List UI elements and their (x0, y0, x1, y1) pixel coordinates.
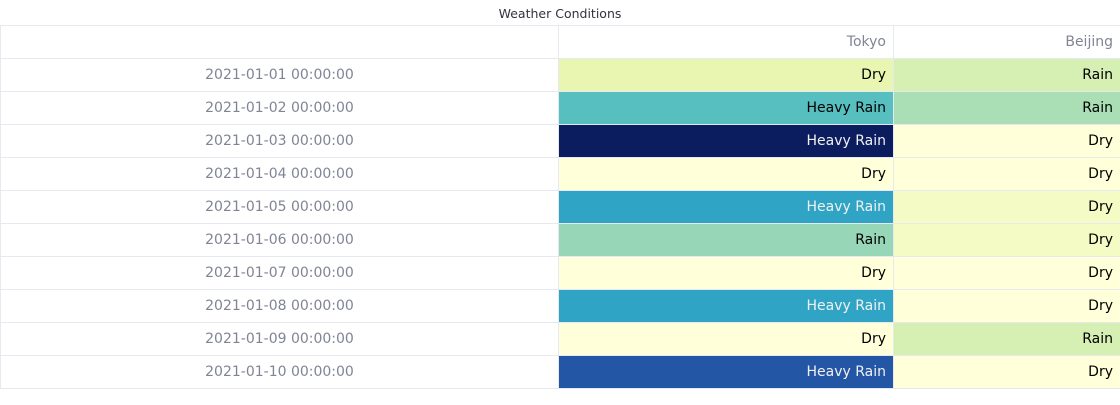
condition-cell-tokyo: Heavy Rain (558, 355, 894, 389)
condition-cell-beijing: Dry (893, 190, 1120, 224)
condition-cell-beijing: Rain (893, 58, 1120, 92)
table-body: 2021-01-01 00:00:00 Dry Rain 2021-01-02 00:… (0, 58, 1120, 389)
row-index-cell: 2021-01-05 00:00:00 (0, 190, 559, 224)
condition-cell-tokyo: Dry (558, 322, 894, 356)
condition-cell-beijing: Rain (893, 322, 1120, 356)
condition-cell-beijing: Dry (893, 124, 1120, 158)
row-index-cell: 2021-01-07 00:00:00 (0, 256, 559, 290)
table-row: 2021-01-03 00:00:00 Heavy Rain Dry (0, 124, 1120, 158)
row-index-cell: 2021-01-10 00:00:00 (0, 355, 559, 389)
condition-cell-beijing: Dry (893, 355, 1120, 389)
condition-cell-tokyo: Dry (558, 58, 894, 92)
table-row: 2021-01-08 00:00:00 Heavy Rain Dry (0, 289, 1120, 323)
weather-table: Tokyo Beijing 2021-01-01 00:00:00 Dry Rain… (0, 25, 1120, 389)
header-row: Tokyo Beijing (0, 25, 1120, 59)
row-index-cell: 2021-01-08 00:00:00 (0, 289, 559, 323)
condition-cell-tokyo: Heavy Rain (558, 190, 894, 224)
table-row: 2021-01-04 00:00:00 Dry Dry (0, 157, 1120, 191)
row-index-cell: 2021-01-09 00:00:00 (0, 322, 559, 356)
table-row: 2021-01-02 00:00:00 Heavy Rain Rain (0, 91, 1120, 125)
row-index-cell: 2021-01-06 00:00:00 (0, 223, 559, 257)
condition-cell-beijing: Dry (893, 223, 1120, 257)
table-row: 2021-01-06 00:00:00 Rain Dry (0, 223, 1120, 257)
row-index-cell: 2021-01-04 00:00:00 (0, 157, 559, 191)
condition-cell-beijing: Dry (893, 256, 1120, 290)
condition-cell-beijing: Rain (893, 91, 1120, 125)
row-index-cell: 2021-01-02 00:00:00 (0, 91, 559, 125)
condition-cell-tokyo: Heavy Rain (558, 124, 894, 158)
condition-cell-tokyo: Dry (558, 157, 894, 191)
condition-cell-beijing: Dry (893, 157, 1120, 191)
condition-cell-tokyo: Heavy Rain (558, 91, 894, 125)
column-header-tokyo[interactable]: Tokyo (558, 25, 894, 59)
table-row: 2021-01-10 00:00:00 Heavy Rain Dry (0, 355, 1120, 389)
table-row: 2021-01-05 00:00:00 Heavy Rain Dry (0, 190, 1120, 224)
condition-cell-tokyo: Heavy Rain (558, 289, 894, 323)
table-row: 2021-01-09 00:00:00 Dry Rain (0, 322, 1120, 356)
table-caption: Weather Conditions (498, 6, 622, 21)
column-header-beijing[interactable]: Beijing (893, 25, 1120, 59)
condition-cell-tokyo: Rain (558, 223, 894, 257)
table-row: 2021-01-07 00:00:00 Dry Dry (0, 256, 1120, 290)
condition-cell-beijing: Dry (893, 289, 1120, 323)
table-row: 2021-01-01 00:00:00 Dry Rain (0, 58, 1120, 92)
index-header-cell (0, 25, 559, 59)
condition-cell-tokyo: Dry (558, 256, 894, 290)
row-index-cell: 2021-01-03 00:00:00 (0, 124, 559, 158)
row-index-cell: 2021-01-01 00:00:00 (0, 58, 559, 92)
